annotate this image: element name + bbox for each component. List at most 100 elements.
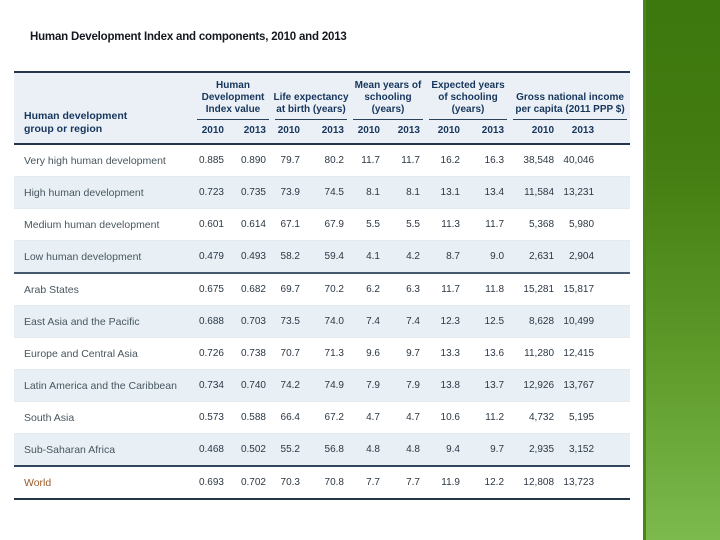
cell-value: 12.5 [466,305,511,338]
cell-value: 16.2 [440,155,460,167]
cell-value: 0.723 [194,176,230,209]
cell-value: 11.3 [441,219,460,231]
cell-value: 0.468 [194,433,230,467]
cell-value: 0.734 [194,369,230,402]
cell-value: 0.601 [198,219,224,231]
cell-value: 12,808 [523,477,555,489]
cell-value: 74.9 [306,369,350,402]
cell-value: 7.7 [406,477,420,489]
row-label: Europe and Central Asia [24,347,138,360]
cell-value: 0.703 [230,305,272,338]
cell-value: 4.1 [350,240,386,274]
year-column-header: 2013 [560,120,631,146]
cell-value: 38,548 [523,155,555,167]
cell-value: 74.0 [306,305,350,338]
cell-value: 40,046 [563,155,595,167]
cell-value: 0.573 [198,412,224,424]
year-column-header: 2010 [194,120,230,146]
row-label: High human development [14,176,194,209]
cell-value: 11.7 [401,155,420,167]
table-row: Very high human development 0.885 0.890 79.… [14,144,630,177]
cell-value: 66.4 [280,412,300,424]
cell-value: 55.2 [272,433,306,467]
cell-value: 12.2 [484,477,505,489]
table-row: Medium human development 0.601 0.614 67.1 67… [14,208,631,241]
cell-value: 0.502 [230,433,272,467]
group-rule [429,119,508,121]
cell-value: 59.4 [306,240,350,274]
cell-value: 79.7 [280,155,300,167]
row-label: Latin America and the Caribbean [14,369,194,402]
cell-value: 0.890 [240,155,266,167]
table-row: Latin America and the Caribbean 0.734 0.74… [14,369,631,402]
cell-value: 11.2 [485,412,505,424]
cell-value: 7.7 [366,477,380,489]
table-row: World 0.693 0.702 70.3 70.8 7.7 7.7 11.9 12.2 12,… [14,466,631,499]
cell-value: 5.5 [406,219,420,231]
cell-value: 70.7 [280,348,300,360]
table-row: Sub-Saharan Africa 0.468 0.502 55.2 56.8 4.8 4… [14,433,631,467]
cell-value: 0.735 [230,176,272,209]
cell-value: 9.6 [366,348,380,360]
cell-value: 0.726 [198,348,224,360]
cell-value: 2,631 [510,240,561,274]
cell-value: 73.5 [272,305,306,338]
cell-value: 0.885 [198,155,224,167]
cell-value: 80.2 [324,155,344,167]
cell-value: 70.3 [280,477,300,489]
cell-value: 8.1 [350,176,386,209]
cell-value: 11.7 [361,155,380,167]
cell-value: 7.9 [386,369,426,402]
cell-value: 0.614 [240,219,266,231]
row-label: Medium human development [24,218,160,231]
cell-value: 0.588 [240,412,266,424]
cell-value: 11,280 [524,348,555,360]
cell-value: 13,231 [560,176,631,209]
cell-value: 9.0 [466,240,511,274]
column-group-gni-per-capita: Gross national income per capita (2011 P… [510,72,631,121]
row-label: South Asia [24,411,75,424]
table-row: South Asia 0.573 0.588 66.4 67.2 4.7 4.7 10.6 11… [14,401,631,434]
table-row: Europe and Central Asia 0.726 0.738 70.7 71.… [14,337,631,370]
group-rule [353,119,423,121]
cell-value: 9.7 [466,433,511,467]
cell-value: 71.3 [324,348,344,360]
cell-value: 0.493 [230,240,272,274]
cell-value: 10,499 [560,305,631,338]
cell-value: 56.8 [306,433,350,467]
row-group-column-header: Human development group or region [14,72,194,146]
cell-value: 13.1 [426,176,466,209]
cell-value: 0.682 [240,284,266,296]
year-column-header: 2013 [306,120,350,146]
cell-value: 11.8 [485,284,505,296]
cell-value: 74.5 [306,176,350,209]
cell-value: 8.1 [386,176,426,209]
cell-value: 4.7 [406,412,420,424]
cell-value: 11.9 [441,477,460,489]
year-column-header: 2010 [510,120,561,146]
column-group-expected-years-schooling: Expected years of schooling (years) [426,72,511,121]
green-accent-bar [643,0,720,540]
row-label: East Asia and the Pacific [14,305,194,338]
year-column-header: 2013 [386,120,426,146]
cell-value: 74.2 [272,369,306,402]
cell-value: 73.9 [272,176,306,209]
group-rule [275,119,347,121]
group-header-row: Human development group or region Human … [14,72,631,146]
cell-value: 8,628 [510,305,561,338]
table-row: East Asia and the Pacific 0.688 0.703 73.5 7… [14,305,631,338]
year-column-header: 2010 [350,120,386,146]
cell-value: 11.7 [485,219,505,231]
cell-value: 11,584 [510,176,561,209]
years-row: 2010 2013 2010 2013 2010 2013 2010 2013 2010 2013 [14,120,631,146]
cell-value: 9.4 [426,433,466,467]
hdi-components-table: Human development group or region Human … [14,71,631,501]
cell-value: 4,732 [528,412,555,424]
cell-value: 2,935 [510,433,561,467]
cell-value: 0.693 [198,477,224,489]
cell-value: 0.675 [198,284,224,296]
cell-value: 0.688 [194,305,230,338]
cell-value: 70.2 [324,284,344,296]
cell-value: 67.2 [324,412,344,424]
cell-value: 5.5 [366,219,380,231]
